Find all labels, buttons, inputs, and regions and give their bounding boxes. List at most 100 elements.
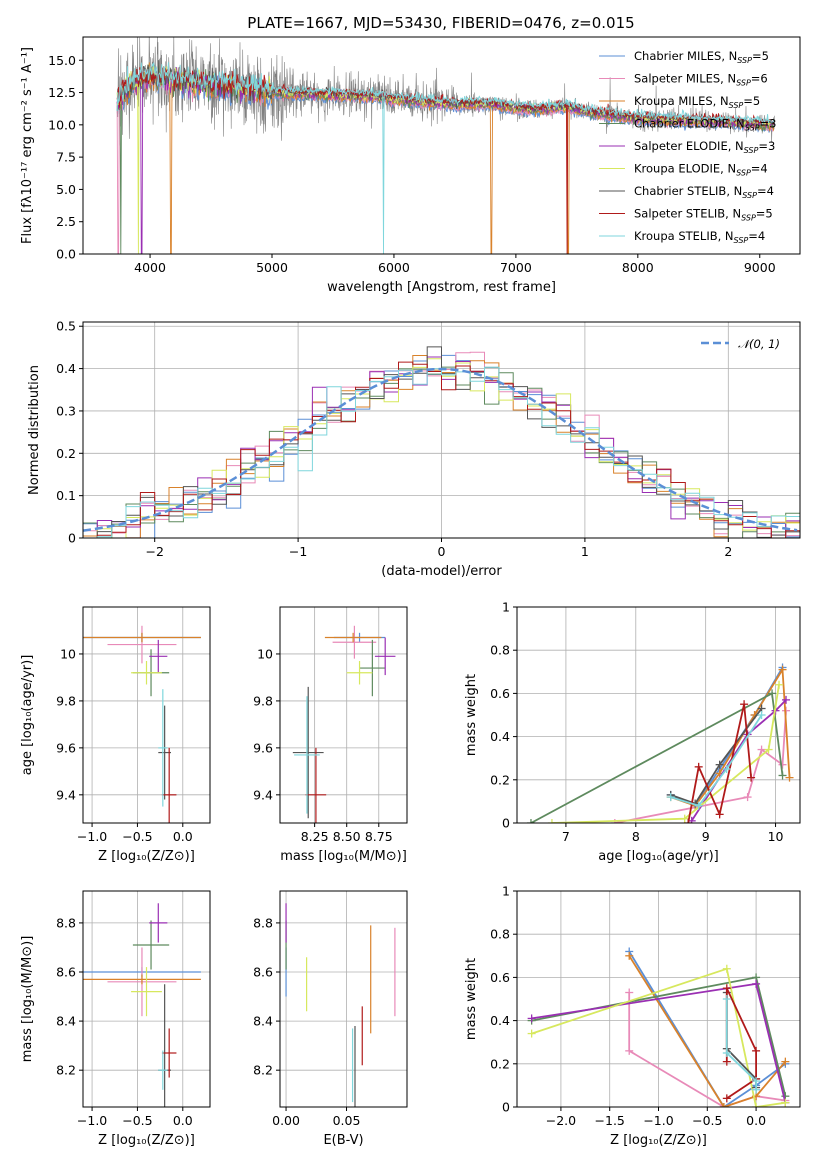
y-tick-label: 0.4 — [56, 361, 76, 376]
y-axis-label: mass weight — [464, 958, 479, 1040]
y-tick-label: 9.8 — [253, 693, 273, 708]
legend-text: =6 — [751, 72, 768, 86]
legend-subscript: SSP — [745, 124, 760, 133]
x-axis-label: (data-model)/error — [381, 564, 502, 579]
plot-area — [292, 625, 396, 823]
spectrum-panel: 4000 5000 6000 7000 8000 9000 0.0 2.5 5.0 7.5 10.0… — [20, 36, 801, 295]
legend-subscript: SSP — [734, 236, 749, 245]
legend-label: Kroupa ELODIE, NSSP=4 — [634, 162, 768, 178]
legend-label: Salpeter ELODIE, NSSP=3 — [634, 139, 775, 155]
y-tick-label: 0 — [68, 531, 76, 546]
y-tick-label: 8.2 — [253, 1063, 273, 1078]
y-tick-label: 0 — [502, 816, 510, 831]
series-line — [670, 707, 763, 805]
series-salpeter-miles — [610, 706, 791, 823]
legend-text: Salpeter MILES, N — [634, 72, 736, 86]
x-tick-label: 10 — [768, 829, 784, 844]
y-tick-label: 8.6 — [56, 965, 76, 980]
errorbar-salpeter-stelib — [161, 1028, 177, 1078]
legend-label: Salpeter MILES, NSSP=6 — [634, 72, 768, 88]
x-tick-label: 8.25 — [301, 829, 329, 844]
y-axis-label: mass weight — [464, 674, 479, 756]
legend-label: Chabrier STELIB, NSSP=4 — [634, 184, 774, 200]
x-tick-label: −1.0 — [77, 829, 107, 844]
y-tick-label: 8.6 — [253, 965, 273, 980]
x-tick-label: 0.05 — [333, 1113, 361, 1128]
axes-frame — [82, 606, 211, 824]
x-axis-label: wavelength [Angstrom, rest frame] — [327, 280, 556, 295]
plot-area — [83, 346, 800, 538]
x-tick-label: 9 — [702, 829, 710, 844]
axes-frame — [82, 321, 801, 539]
x-tick-label: 0.0 — [746, 1113, 766, 1128]
y-tick-label: 8.8 — [56, 915, 76, 930]
x-axis-label: age [log₁₀(age/yr)] — [598, 849, 719, 864]
series-salpeter-stelib — [722, 984, 761, 1103]
legend-text: =5 — [756, 207, 773, 221]
errorbar-kroupa-elodie — [346, 661, 373, 685]
legend-subscript: SSP — [737, 56, 752, 65]
y-tick-label: 0.0 — [56, 247, 76, 262]
x-tick-label: 6000 — [378, 260, 410, 275]
errorbar-chabrier-elodie — [132, 920, 170, 970]
x-axis-label: E(B-V) — [323, 1133, 363, 1148]
x-tick-label: 0.0 — [173, 829, 193, 844]
x-tick-label: −0.5 — [122, 829, 152, 844]
y-tick-label: 15.0 — [48, 53, 76, 68]
y-tick-label: 0.8 — [490, 927, 510, 942]
errorbar-kroupa-miles — [83, 632, 201, 643]
series-line — [531, 967, 786, 1107]
legend-text: =4 — [748, 229, 765, 243]
axes-frame — [279, 606, 408, 824]
x-tick-label: 1 — [581, 544, 589, 559]
residuals-panel: −2 −1 0 1 2 0 0.1 0.2 0.3 0.4 0.5 (data-model)/erro… — [27, 319, 801, 579]
y-tick-label: 12.5 — [48, 85, 76, 100]
y-axis-label: age [log₁₀(age/yr)] — [20, 655, 35, 776]
massweight-vs-age-panel: 7 8 9 10 0 0.2 0.4 0.6 0.8 1 age [log₁₀(age/yr)] ma… — [464, 600, 801, 864]
age-vs-metallicity-panel: −1.0 −0.5 0.0 9.4 9.6 9.8 10 Z [log₁₀(Z/Z⊙)] age… — [20, 606, 211, 864]
legend-label: Kroupa MILES, NSSP=5 — [634, 94, 760, 110]
legend-text: Kroupa STELIB, N — [634, 229, 734, 243]
plot-area — [83, 903, 201, 1107]
y-tick-label: 0.8 — [490, 643, 510, 658]
x-tick-label: −2 — [145, 544, 163, 559]
plot-area — [527, 947, 790, 1107]
legend-subscript: SSP — [736, 169, 751, 178]
errorbar-salpeter-stelib — [161, 747, 177, 823]
legend-label: Chabrier MILES, NSSP=5 — [634, 49, 769, 65]
y-tick-label: 0.4 — [490, 1013, 510, 1028]
gaussian-curve — [83, 367, 798, 532]
y-tick-label: 0.5 — [56, 319, 76, 334]
legend-text: Chabrier ELODIE, N — [634, 117, 745, 131]
y-tick-label: 10.0 — [48, 117, 76, 132]
series-line — [670, 714, 763, 807]
histogram-salpeter-stelib — [83, 361, 800, 538]
legend-subscript: SSP — [744, 146, 759, 155]
x-tick-label: −1.5 — [595, 1113, 625, 1128]
x-tick-label: 2 — [724, 544, 732, 559]
legend-text: =3 — [760, 117, 777, 131]
y-tick-label: 10 — [60, 646, 76, 661]
mass-vs-reddening-panel: 0.00 0.05 8.2 8.4 8.6 8.8 E(B-V) — [253, 890, 408, 1148]
y-axis-label: Normed distribution — [27, 365, 42, 495]
series-salpeter-stelib — [684, 700, 756, 823]
series-kroupa-stelib — [666, 711, 766, 810]
x-tick-label: 8 — [632, 829, 640, 844]
legend-text: Chabrier MILES, N — [634, 49, 737, 63]
x-tick-label: −0.5 — [122, 1113, 152, 1128]
x-tick-label: 7 — [562, 829, 570, 844]
x-tick-label: 5000 — [256, 260, 288, 275]
legend-text: Kroupa MILES, N — [634, 94, 729, 108]
x-tick-label: 0.00 — [272, 1113, 300, 1128]
y-tick-label: 9.4 — [253, 787, 273, 802]
y-tick-label: 1 — [502, 600, 510, 615]
y-tick-label: 8.4 — [56, 1014, 76, 1029]
series-line — [628, 992, 786, 1107]
axes-frame — [279, 890, 408, 1108]
y-tick-label: 0.4 — [490, 729, 510, 744]
errorbar-kroupa-stelib — [158, 689, 168, 807]
y-tick-label: 0.3 — [56, 403, 76, 418]
errorbar-kroupa-stelib — [158, 1050, 168, 1090]
legend-text: Chabrier STELIB, N — [634, 184, 742, 198]
